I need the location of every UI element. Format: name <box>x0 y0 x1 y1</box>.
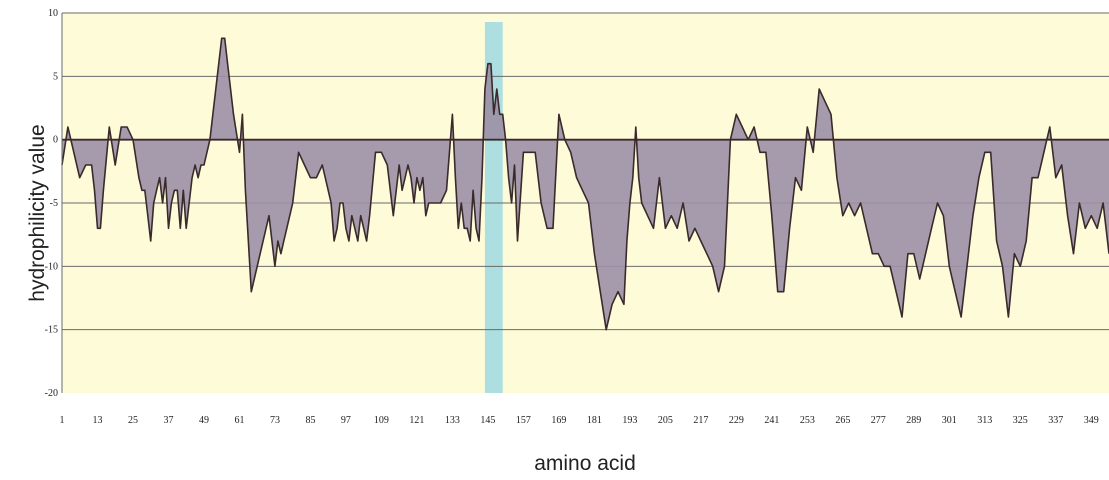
x-tick-label: 13 <box>92 415 102 426</box>
x-tick-label: 145 <box>480 415 495 426</box>
x-tick-label: 193 <box>622 415 637 426</box>
x-tick-label: 73 <box>270 415 280 426</box>
x-tick-label: 205 <box>658 415 673 426</box>
x-tick-label: 49 <box>199 415 209 426</box>
y-tick-label: -20 <box>45 388 58 399</box>
x-tick-label: 337 <box>1048 415 1063 426</box>
x-tick-label: 313 <box>977 415 992 426</box>
x-tick-label: 169 <box>551 415 566 426</box>
x-tick-label: 253 <box>800 415 815 426</box>
x-tick-label: 241 <box>764 415 779 426</box>
x-tick-label: 325 <box>1013 415 1028 426</box>
x-tick-label: 37 <box>163 415 173 426</box>
y-tick-label: 5 <box>53 71 58 82</box>
grid-lines <box>62 12 1109 331</box>
x-tick-label: 133 <box>445 415 460 426</box>
y-tick-label: -5 <box>50 198 58 209</box>
x-tick-label: 217 <box>693 415 708 426</box>
x-tick-label: 301 <box>942 415 957 426</box>
y-tick-label: -15 <box>45 325 58 336</box>
x-tick-label: 157 <box>516 415 531 426</box>
hydrophilicity-area <box>62 38 1109 330</box>
y-axis-label: hydrophilicity value <box>26 124 49 301</box>
x-tick-label: 1 <box>60 415 65 426</box>
x-axis-label: amino acid <box>534 452 636 475</box>
hydrophilicity-line <box>61 37 1109 331</box>
x-tick-label: 289 <box>906 415 921 426</box>
x-tick-label: 109 <box>374 415 389 426</box>
y-tick-label: 10 <box>48 8 58 19</box>
y-tick-label: -10 <box>45 261 58 272</box>
x-tick-label: 85 <box>305 415 315 426</box>
x-tick-label: 61 <box>234 415 244 426</box>
x-tick-label: 97 <box>341 415 351 426</box>
x-tick-label: 181 <box>587 415 602 426</box>
x-tick-label: 229 <box>729 415 744 426</box>
x-tick-label: 121 <box>409 415 424 426</box>
x-tick-labels: 1 13 25 37 49 61 73 85 97 109 121 133 145 157 169 181 19… <box>60 415 1099 426</box>
y-tick-label: 0 <box>53 135 58 146</box>
x-tick-label: 25 <box>128 415 138 426</box>
x-tick-label: 349 <box>1084 415 1099 426</box>
x-tick-label: 265 <box>835 415 850 426</box>
x-tick-label: 277 <box>871 415 886 426</box>
y-tick-labels: 10 5 0 -5 -10 -15 -20 <box>45 8 58 399</box>
